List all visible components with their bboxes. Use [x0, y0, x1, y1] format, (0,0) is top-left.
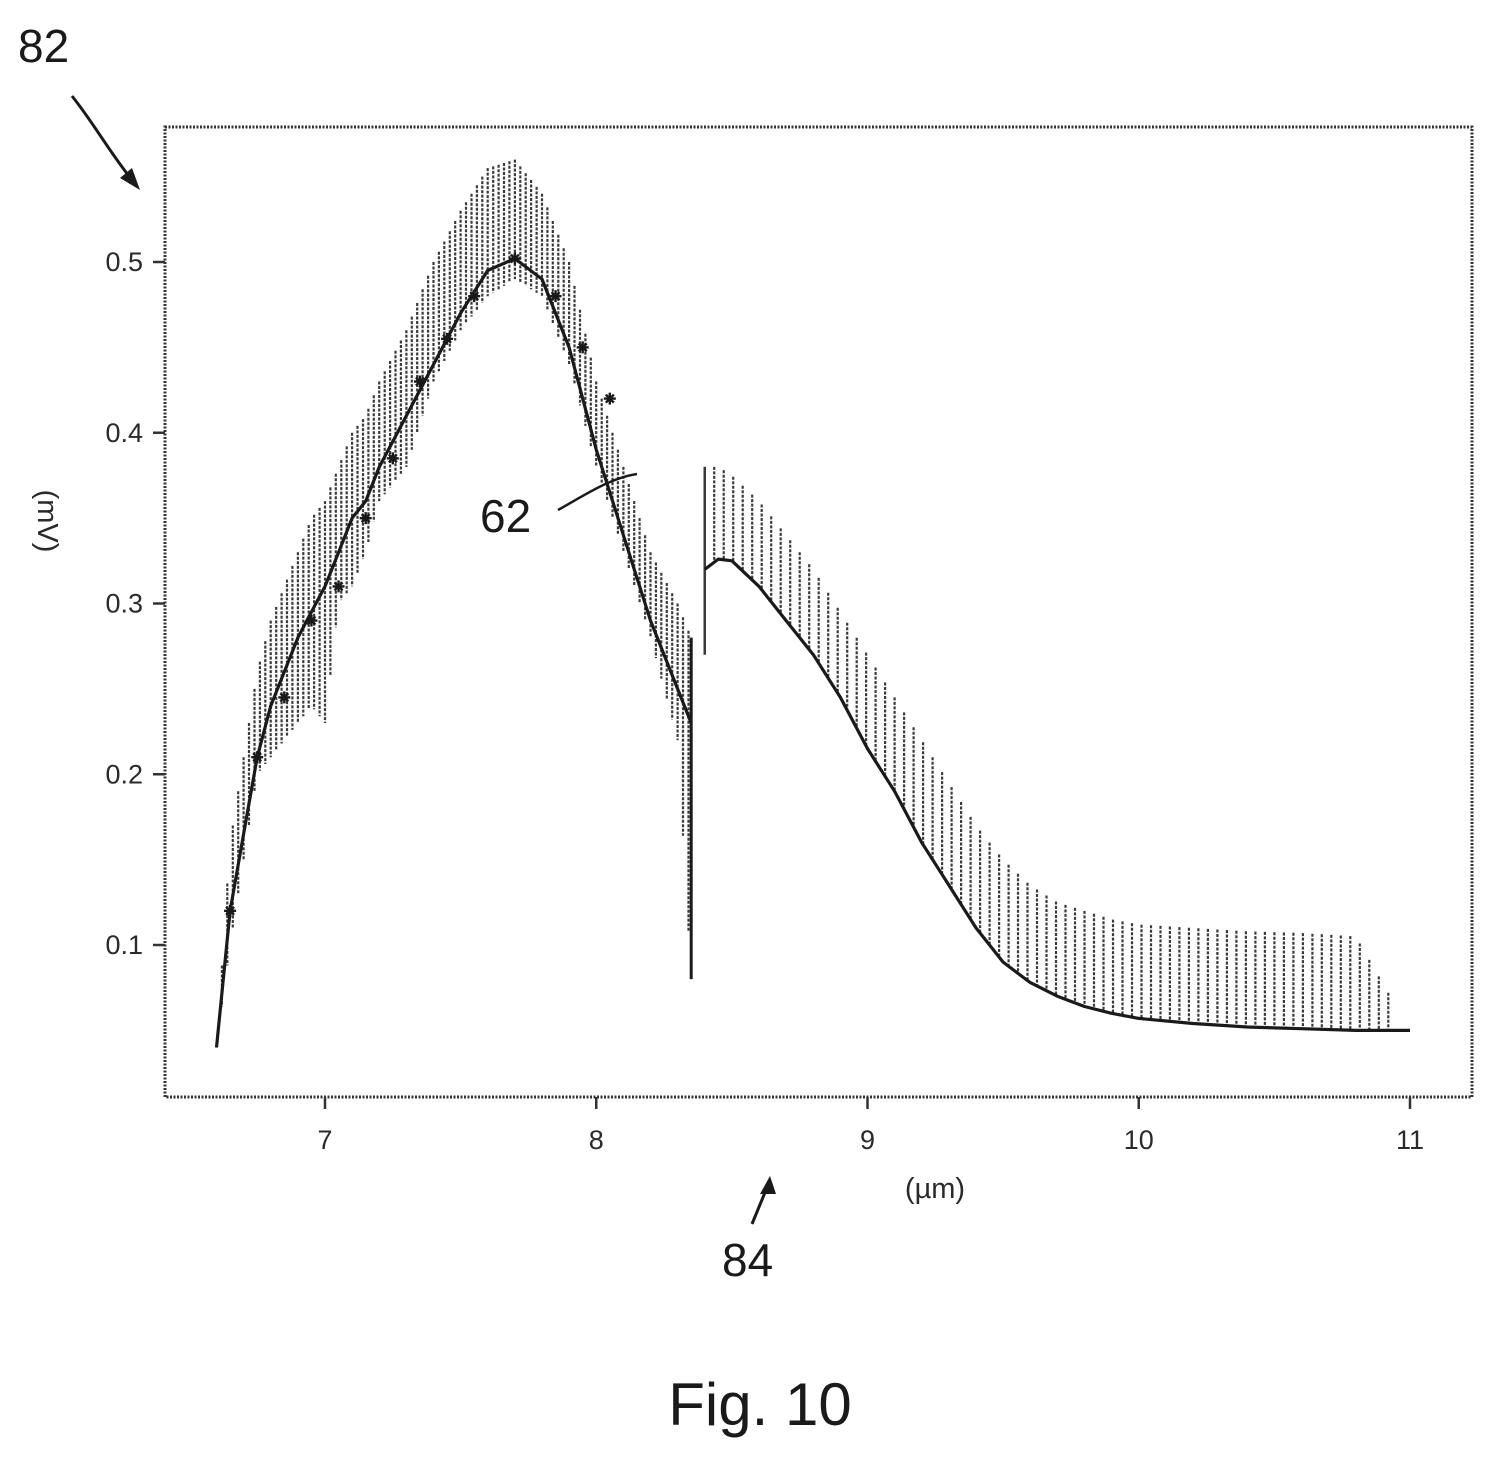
marker-stroke — [604, 393, 615, 404]
axis-ref-arrow — [750, 1189, 768, 1225]
data-marker — [413, 375, 426, 388]
figure-ref-arrow — [70, 95, 134, 181]
curve-ref-leader — [557, 472, 638, 512]
data-marker — [359, 512, 372, 525]
error-band-layer — [220, 159, 1390, 1031]
y-tick-label: 0.5 — [105, 247, 143, 277]
axis-ref-arrowhead — [760, 1176, 776, 1194]
marker-stroke — [387, 453, 398, 464]
x-tick-label: 11 — [1396, 1125, 1424, 1155]
y-tick-label: 0.1 — [105, 930, 143, 960]
data-marker — [332, 580, 345, 593]
curve-layer — [214, 257, 1410, 1048]
x-axis-ticks: 7 8 9 10 11 — [317, 1097, 1424, 1155]
axis-ref-label: 84 — [722, 1234, 773, 1286]
marker-stroke — [306, 615, 317, 626]
data-marker — [576, 341, 589, 354]
x-tick-label: 8 — [589, 1125, 604, 1155]
data-marker — [603, 392, 616, 405]
data-marker — [251, 751, 264, 764]
x-tick-label: 9 — [860, 1125, 875, 1155]
data-marker — [386, 452, 399, 465]
y-axis-ticks: 0.1 0.2 0.3 0.4 0.5 — [105, 247, 165, 960]
x-tick-label: 7 — [317, 1125, 332, 1155]
figure-caption: Fig. 10 — [668, 1371, 851, 1438]
marker-layer — [224, 252, 616, 917]
marker-stroke — [510, 253, 520, 264]
data-marker — [468, 290, 481, 303]
marker-stroke — [360, 513, 371, 523]
data-marker — [224, 904, 237, 917]
x-tick-label: 10 — [1124, 1125, 1154, 1155]
marker-stroke — [225, 906, 235, 916]
figure-ref-label: 82 — [18, 20, 69, 72]
curve-ref-label: 62 — [480, 490, 531, 542]
data-marker — [278, 691, 291, 704]
y-tick-label: 0.3 — [105, 589, 143, 619]
series-2-line — [703, 557, 1410, 1032]
y-tick-label: 0.4 — [105, 418, 143, 448]
marker-stroke — [279, 692, 290, 703]
plot-frame — [163, 125, 1474, 1099]
figure-ref-arrowhead — [120, 168, 140, 190]
data-marker — [549, 290, 562, 303]
data-marker — [508, 252, 521, 265]
marker-stroke — [550, 291, 561, 301]
data-marker — [305, 614, 318, 627]
series-1-line — [214, 257, 693, 1048]
marker-stroke — [333, 581, 344, 592]
marker-stroke — [442, 333, 452, 344]
data-marker — [441, 332, 454, 345]
x-axis-title: (µm) — [905, 1173, 965, 1205]
marker-stroke — [577, 342, 588, 353]
marker-stroke — [415, 376, 425, 387]
marker-stroke — [469, 291, 480, 301]
y-tick-label: 0.2 — [105, 759, 143, 789]
marker-stroke — [252, 752, 263, 763]
y-axis-title: (mV) — [31, 490, 63, 553]
